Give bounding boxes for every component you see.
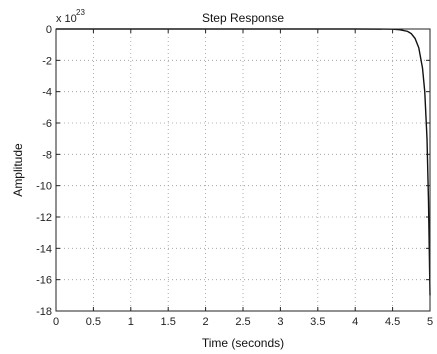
x-tick-label: 2 (203, 316, 209, 328)
y-tick-label: 0 (46, 24, 52, 36)
x-tick-label: 3.5 (310, 316, 325, 328)
y-scale-exponent: 23 (76, 8, 85, 17)
chart-title: Step Response (202, 11, 284, 25)
x-tick-label: 0 (53, 316, 59, 328)
x-tick-label: 4 (352, 316, 358, 328)
plot-area (56, 29, 430, 311)
x-tick-label: 2.5 (235, 316, 250, 328)
y-tick-label: -2 (42, 55, 52, 67)
y-tick-label: -8 (42, 149, 52, 161)
x-tick-label: 1.5 (161, 316, 176, 328)
y-tick-label: -14 (36, 243, 52, 255)
y-tick-label: -12 (36, 212, 52, 224)
y-tick-label: -18 (36, 306, 52, 318)
x-tick-label: 0.5 (86, 316, 101, 328)
x-axis-label: Time (seconds) (202, 336, 284, 350)
x-tick-label: 4.5 (385, 316, 400, 328)
x-tick-label: 5 (427, 316, 433, 328)
y-axis-scale-multiplier: x 10 23 (56, 8, 85, 25)
x-tick-label: 1 (128, 316, 134, 328)
y-tick-label: -4 (42, 87, 52, 99)
x-axis-ticks: 0 0.5 1 1.5 2 2.5 3 3.5 4 4.5 5 (53, 29, 433, 328)
y-tick-label: -16 (36, 275, 52, 287)
y-axis-label: Amplitude (11, 143, 25, 197)
y-tick-label: -10 (36, 181, 52, 193)
y-tick-label: -6 (42, 118, 52, 130)
y-scale-base: x 10 (56, 13, 77, 25)
x-tick-label: 3 (277, 316, 283, 328)
y-axis-ticks: 0 -2 -4 -6 -8 -10 -12 -14 -16 -18 (36, 24, 430, 318)
